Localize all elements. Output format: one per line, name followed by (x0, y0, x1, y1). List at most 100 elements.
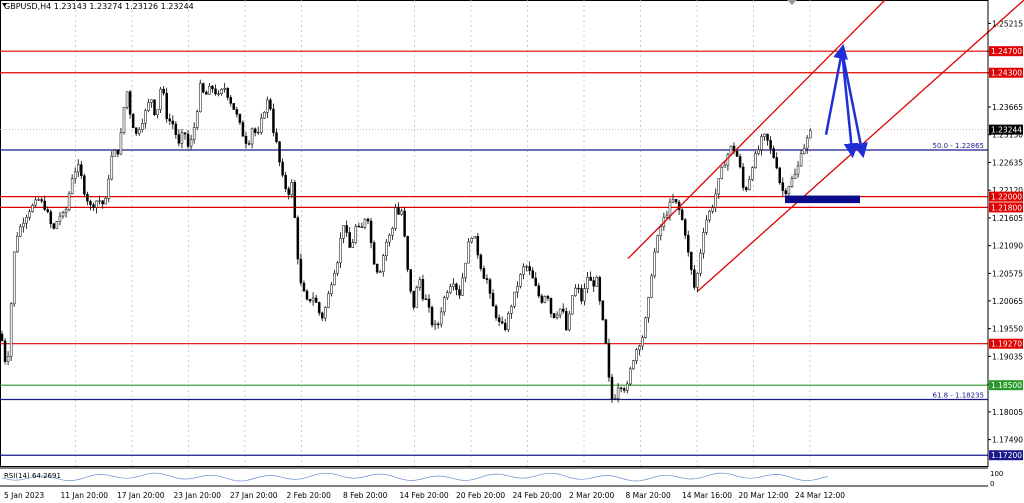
candle-bull (351, 242, 354, 248)
candle-bull (16, 235, 19, 253)
candle-bear (577, 287, 580, 290)
candle-bull (156, 109, 159, 116)
price-tick-label: 1.22635 (992, 158, 1023, 167)
candle-bear (784, 190, 788, 195)
fib-level-label: 61.8 - 1.18235 (932, 391, 984, 399)
candle-bear (0, 333, 4, 342)
candle-bear (683, 219, 687, 236)
candle-bear (278, 141, 281, 163)
candle-bull (790, 178, 794, 188)
candle-bull (333, 273, 336, 286)
candle-bull (113, 149, 117, 157)
candle-bull (613, 398, 617, 400)
time-tick-label: 14 Feb 20:00 (400, 491, 449, 500)
candle-bull (150, 99, 153, 103)
candle-bull (98, 200, 101, 202)
candle-bull (394, 207, 397, 229)
candle-bear (134, 127, 138, 134)
candle-bear (561, 308, 565, 312)
candle-bull (217, 93, 220, 95)
candle-bull (391, 228, 394, 236)
candle-bear (674, 199, 678, 203)
candle-bear (537, 285, 541, 297)
candle-bull (159, 88, 162, 111)
candle-bear (86, 193, 89, 202)
candle-bull (805, 137, 809, 149)
candle-bull (473, 236, 476, 239)
candle-bear (101, 200, 104, 205)
time-tick-label: 2 Mar 20:00 (569, 491, 615, 500)
candle-bear (269, 99, 272, 110)
candle-bear (687, 235, 690, 253)
candle-bear (348, 232, 351, 248)
candle-bear (592, 280, 595, 287)
candle-bear (244, 136, 248, 144)
candle-bear (296, 217, 300, 260)
candle-bear (436, 323, 440, 326)
candle-bull (595, 277, 598, 287)
chart-title: GBPUSD,H4 1.23143 1.23274 1.23126 1.2324… (4, 2, 194, 11)
candle-bear (680, 209, 684, 220)
price-tick-label: 1.19550 (992, 325, 1023, 334)
price-tick-label: 1.20575 (992, 269, 1023, 278)
candle-bull (510, 306, 513, 314)
channel-upper-line (627, 0, 886, 260)
candle-bull (583, 288, 586, 302)
candle-bear (183, 132, 187, 135)
level-price-tag (989, 338, 1023, 349)
candle-bear (412, 290, 415, 308)
candle-bear (52, 223, 56, 229)
candle-bear (598, 277, 602, 302)
candle-bull (363, 218, 367, 228)
time-tick-label: 20 Feb 20:00 (456, 491, 505, 500)
candle-bull (799, 153, 803, 167)
candle-bull (574, 287, 577, 296)
price-tick-label: 1.17490 (992, 436, 1023, 445)
level-price-tag-label: 1.18500 (991, 381, 1022, 390)
candle-bear (284, 174, 287, 189)
candle-bull (711, 207, 714, 212)
candle-bull (22, 222, 25, 228)
candle-bear (565, 311, 568, 331)
time-axis: 5 Jan 2023 11 Jan 20:00 17 Jan 20:00 23 Jan… (4, 491, 845, 500)
candle-bear (455, 283, 458, 290)
candle-bull (729, 145, 733, 155)
symbol-dropdown-icon (2, 3, 7, 7)
candle-bull (31, 204, 34, 212)
candle-bull (144, 110, 147, 124)
chart-shift-icon (787, 0, 797, 5)
candle-bear (229, 97, 232, 104)
price-candles (0, 79, 812, 403)
time-tick-label: 2 Feb 20:00 (287, 491, 332, 500)
candle-bear (253, 128, 257, 133)
candle-bull (720, 166, 724, 179)
projection-arrow (824, 43, 848, 135)
time-tick-label: 17 Jan 20:00 (117, 491, 165, 500)
level-price-tag (989, 450, 1023, 461)
candle-bear (580, 288, 583, 302)
candle-bull (726, 154, 730, 166)
candle-bear (369, 220, 373, 243)
rsi-line (1, 472, 829, 482)
rsi-scale-bottom: 0 (990, 480, 994, 488)
candle-bull (638, 345, 641, 351)
candle-bull (34, 199, 37, 206)
candle-bull (266, 99, 269, 113)
candle-bear (317, 302, 321, 314)
candle-bull (122, 106, 126, 134)
candle-bull (415, 287, 419, 308)
candle-bull (653, 251, 656, 277)
candle-bear (299, 258, 303, 284)
fib-level-label: 50.0 - 1.22865 (932, 142, 984, 150)
candle-bull (696, 272, 699, 288)
level-price-tag (989, 202, 1023, 213)
candle-bull (802, 147, 806, 155)
candle-bull (507, 313, 510, 330)
candle-bull (354, 225, 358, 243)
candle-bear (601, 300, 605, 320)
candle-bear (281, 161, 284, 176)
candle-bear (424, 298, 428, 300)
level-price-tag-label: 1.22000 (991, 193, 1022, 202)
candle-bull (555, 314, 559, 318)
